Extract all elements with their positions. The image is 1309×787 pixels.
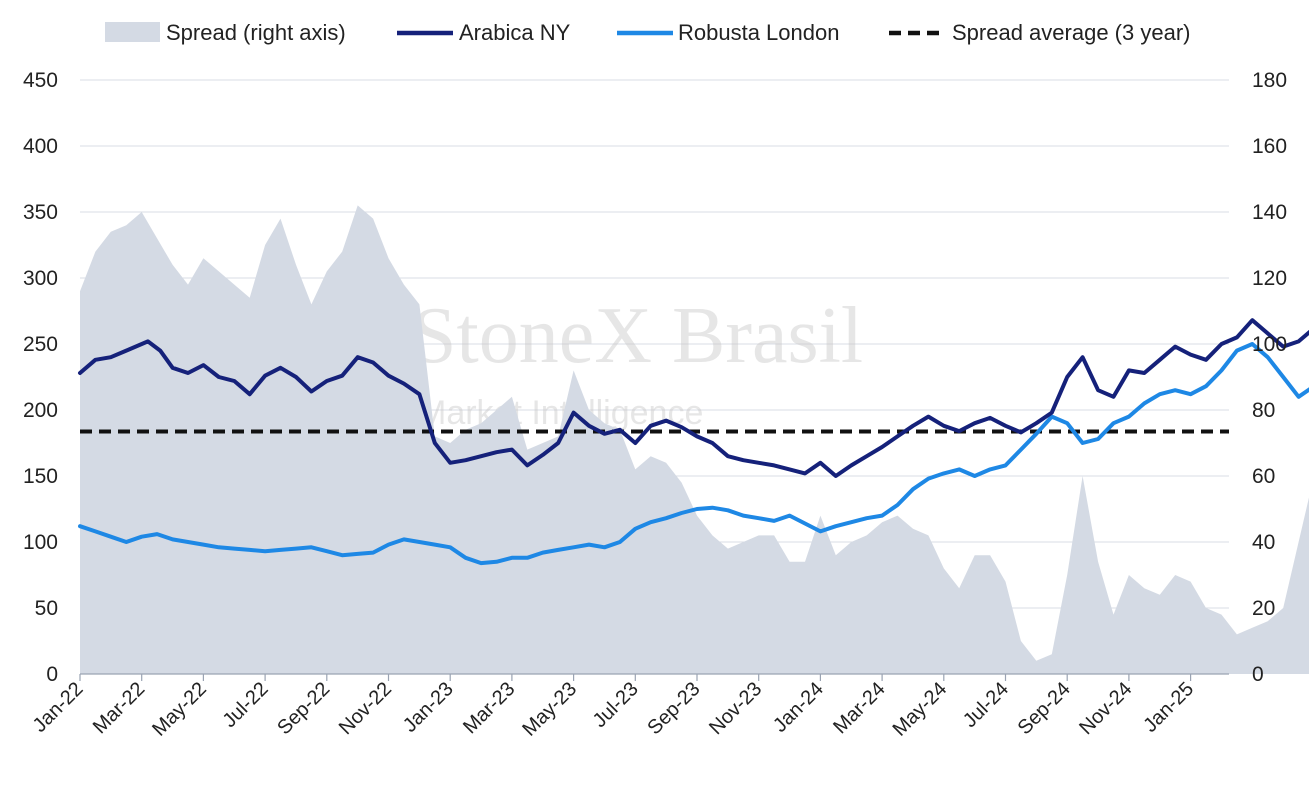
legend-swatch-spread [105,22,160,42]
x-tick-label: Jan-22 [29,678,88,737]
y-left-tick-label: 200 [23,399,58,422]
y-axis-right: 0 20 40 60 80 100 120 140 160 180 [1252,69,1287,686]
y-right-tick-label: 180 [1252,69,1287,92]
y-left-tick-label: 450 [23,69,58,92]
legend-label-spread: Spread (right axis) [166,20,346,45]
y-left-tick-label: 150 [23,465,58,488]
robusta-london-line [78,342,1309,566]
legend: Spread (right axis) Arabica NY Robusta L… [105,20,1190,45]
y-right-tick-label: 20 [1252,597,1275,620]
legend-item-spread: Spread (right axis) [105,20,346,45]
x-tick-label: Jan-25 [1139,678,1198,737]
x-tick-label: Sep-24 [1014,678,1075,739]
y-left-tick-label: 400 [23,135,58,158]
watermark: StoneX Brasil Market Intelligence [412,292,863,432]
y-left-tick-label: 250 [23,333,58,356]
legend-item-spread-average: Spread average (3 year) [889,20,1190,45]
spread-area [80,205,1309,674]
y-left-tick-label: 0 [46,663,58,686]
y-right-tick-label: 140 [1252,201,1287,224]
x-tick-label: Nov-22 [335,678,396,739]
x-tick-label: Nov-24 [1075,678,1136,739]
y-left-tick-label: 50 [35,597,58,620]
y-right-tick-label: 100 [1252,333,1287,356]
y-axis-left: 0 50 100 150 200 250 300 350 400 450 [23,69,58,686]
legend-label-robusta: Robusta London [678,20,839,45]
y-left-tick-label: 300 [23,267,58,290]
arabica-ny-line [78,318,1309,478]
x-tick-label: Mar-22 [89,678,149,738]
x-tick-label: Jul-23 [589,678,643,732]
y-right-tick-label: 120 [1252,267,1287,290]
x-tick-label: Sep-23 [643,678,704,739]
watermark-logo: StoneX Brasil [412,292,863,380]
y-right-tick-label: 0 [1252,663,1264,686]
y-right-tick-label: 160 [1252,135,1287,158]
x-tick-label: Sep-22 [273,678,334,739]
y-right-tick-label: 60 [1252,465,1275,488]
legend-label-arabica: Arabica NY [459,20,571,45]
legend-item-robusta: Robusta London [617,20,839,45]
series-layer [78,205,1309,674]
legend-item-arabica: Arabica NY [397,20,571,45]
y-right-tick-label: 40 [1252,531,1275,554]
x-tick-label: May-24 [889,678,952,741]
x-tick-label: Jul-22 [219,678,273,732]
x-tick-label: Mar-24 [829,678,889,738]
x-tick-label: May-22 [148,678,211,741]
x-tick-label: Mar-23 [459,678,519,738]
x-tick-label: May-23 [518,678,581,741]
legend-label-spread-average: Spread average (3 year) [952,20,1190,45]
y-left-tick-label: 100 [23,531,58,554]
y-right-tick-label: 80 [1252,399,1275,422]
x-tick-label: Nov-23 [705,678,766,739]
y-left-tick-label: 350 [23,201,58,224]
x-tick-label: Jan-24 [769,678,828,737]
x-tick-label: Jul-24 [959,678,1013,732]
x-tick-label: Jan-23 [399,678,458,737]
